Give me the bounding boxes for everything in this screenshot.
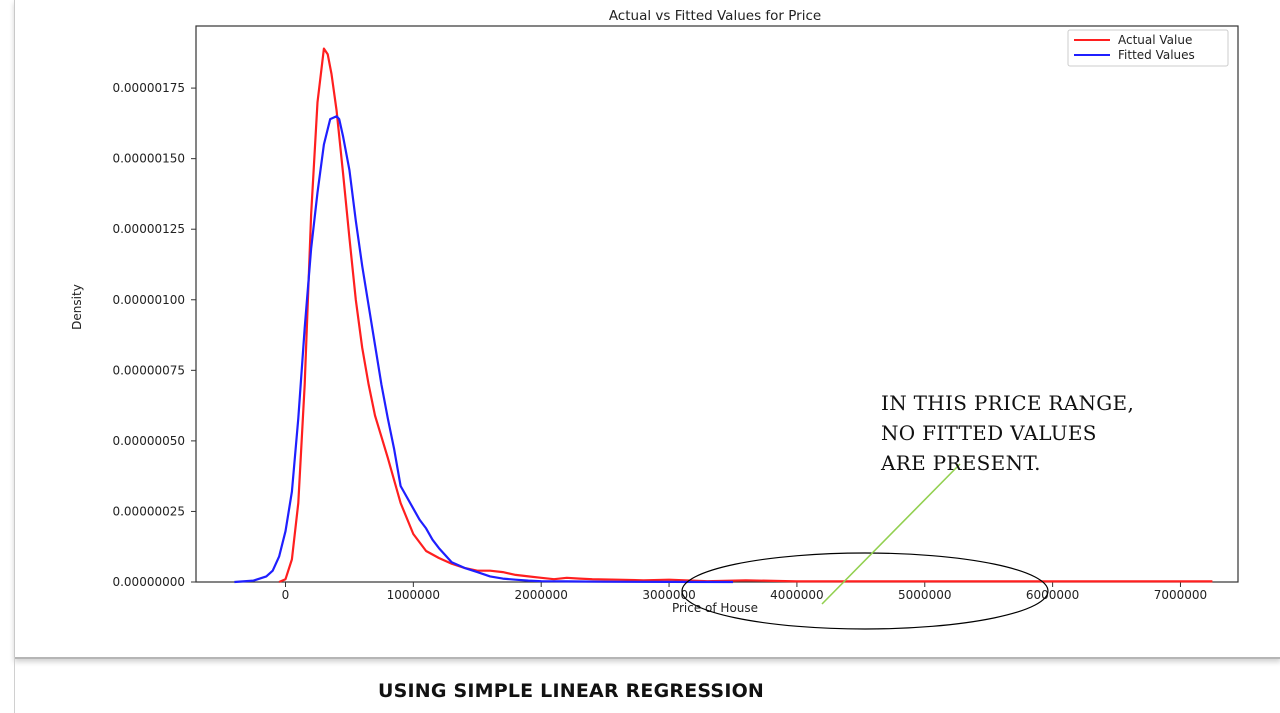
slide-edge	[14, 657, 15, 713]
y-tick-label: 0.00000000	[112, 575, 185, 589]
y-tick-label: 0.00000150	[112, 152, 185, 166]
series-line-actual	[278, 47, 1213, 584]
y-tick-label: 0.00000025	[112, 504, 185, 518]
callout-line: IN THIS PRICE RANGE,	[881, 391, 1135, 415]
y-tick-label: 0.00000050	[112, 434, 185, 448]
series-lines	[234, 47, 1213, 584]
y-tick-label: 0.00000125	[112, 222, 185, 236]
x-tick-label: 0	[282, 588, 290, 602]
x-tick-label: 2000000	[514, 588, 567, 602]
y-tick-label: 0.00000075	[112, 363, 185, 377]
series-line-fitted	[234, 115, 734, 584]
x-tick-label: 6000000	[1026, 588, 1079, 602]
legend: Actual Value Fitted Values	[1067, 29, 1229, 67]
x-tick-label: 5000000	[898, 588, 951, 602]
y-tick-label: 0.00000100	[112, 293, 185, 307]
callout-line: NO FITTED VALUES	[881, 421, 1097, 445]
y-tick-label: 0.00000175	[112, 81, 185, 95]
callout-arrow	[821, 463, 961, 605]
legend-label-actual: Actual Value	[1118, 33, 1192, 47]
x-tick-label: 7000000	[1154, 588, 1207, 602]
callout-text: IN THIS PRICE RANGE, NO FITTED VALUES AR…	[881, 388, 1134, 478]
highlight-ellipse	[681, 552, 1049, 630]
plot-area	[195, 25, 1239, 583]
slide-caption: USING SIMPLE LINEAR REGRESSION	[378, 680, 765, 702]
legend-label-fitted: Fitted Values	[1118, 48, 1195, 62]
x-axis-ticks: 0 1000000 2000000 3000000 4000000 5000000 6000…	[282, 582, 1207, 602]
x-tick-label: 1000000	[387, 588, 440, 602]
callout-line: ARE PRESENT.	[881, 451, 1041, 475]
chart-title: Actual vs Fitted Values for Price	[609, 8, 821, 24]
x-tick-label: 4000000	[770, 588, 823, 602]
y-axis-ticks: 0.00000000 0.00000025 0.00000050 0.00000075…	[112, 81, 196, 589]
y-axis-label: Density	[70, 284, 84, 330]
